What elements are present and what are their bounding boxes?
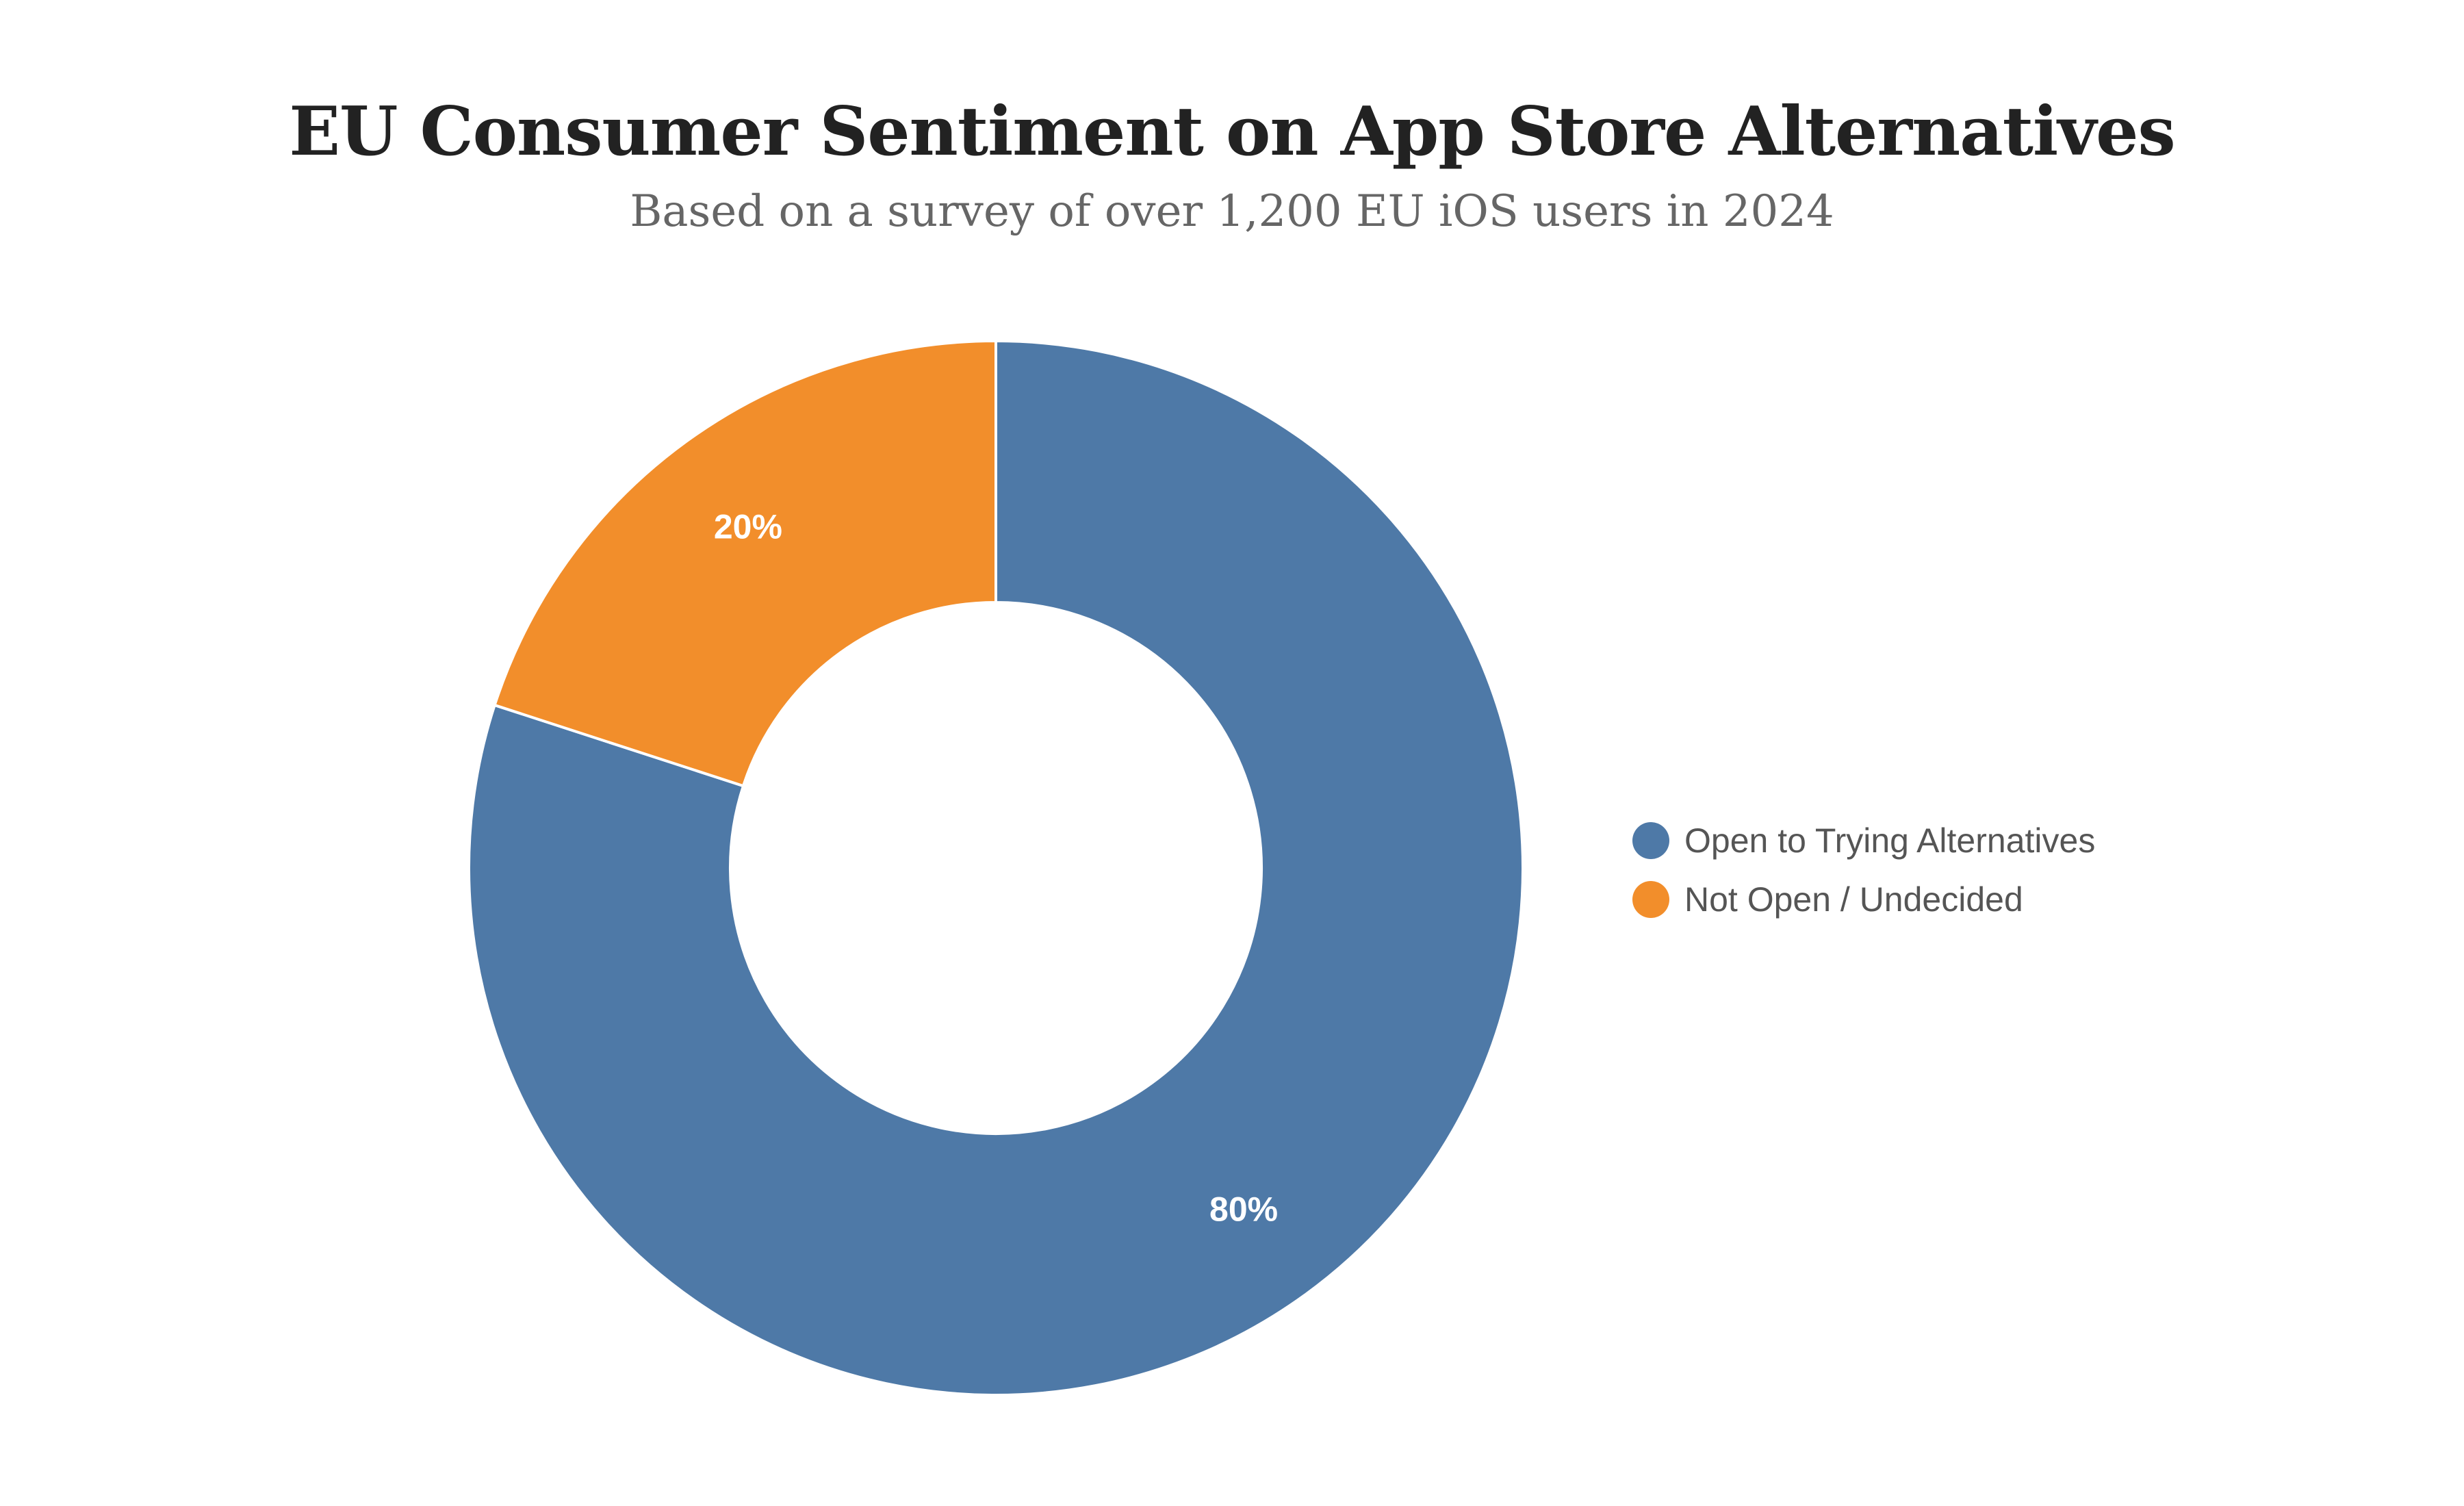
chart-title: EU Consumer Sentiment on App Store Alter…: [289, 92, 2175, 171]
legend-item-open-to-trying-alternatives[interactable]: Open to Trying Alternatives: [1632, 811, 2095, 870]
chart-legend: Open to Trying Alternatives Not Open / Un…: [1632, 811, 2095, 929]
data-label-not-open-undecided: 20%: [714, 508, 782, 546]
data-label-open-to-trying-alternatives: 80%: [1209, 1190, 1278, 1228]
legend-swatch-open-to-trying-alternatives: [1632, 822, 1669, 859]
donut-slices: [467, 339, 1524, 1396]
chart-subtitle: Based on a survey of over 1,200 EU iOS u…: [630, 186, 1834, 237]
legend-item-not-open-undecided[interactable]: Not Open / Undecided: [1632, 870, 2095, 929]
donut-data-labels: 80% 20%: [714, 508, 1278, 1229]
donut-slice-open-to-trying-alternatives: [467, 339, 1524, 1396]
legend-label: Not Open / Undecided: [1684, 880, 2023, 919]
legend-label: Open to Trying Alternatives: [1684, 821, 2096, 860]
legend-swatch-not-open-undecided: [1632, 881, 1669, 918]
donut-slice-not-open-undecided: [493, 339, 997, 788]
